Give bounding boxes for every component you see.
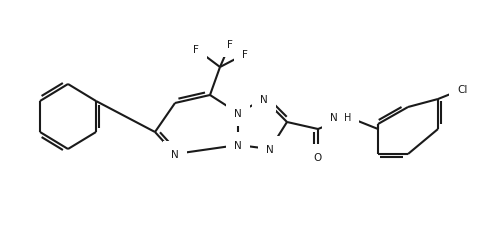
Text: N: N [234,109,242,118]
Text: N: N [330,113,338,122]
Text: F: F [193,45,199,55]
Text: O: O [314,152,322,162]
Text: H: H [344,113,352,122]
Text: H: H [344,113,352,122]
Text: F: F [242,50,248,60]
Text: N: N [234,140,242,150]
Text: N: N [266,144,274,154]
Text: H: H [344,113,352,122]
Text: N: N [260,95,268,105]
Text: F: F [227,40,233,50]
Text: Cl: Cl [458,85,468,95]
Text: N: N [171,149,179,159]
Text: H: H [344,113,352,122]
